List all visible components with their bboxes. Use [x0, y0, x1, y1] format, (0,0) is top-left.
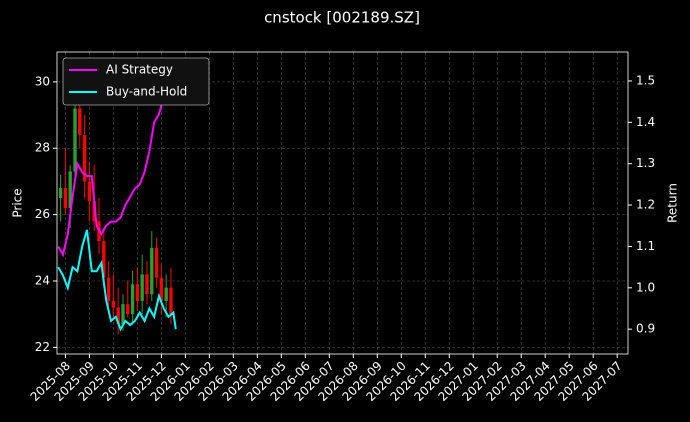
candle-body	[58, 188, 63, 199]
return-line	[57, 229, 177, 332]
candle-body	[121, 304, 125, 325]
candle-body	[150, 247, 154, 295]
y2-tick-label: 1.2	[636, 198, 655, 212]
y-tick-label: 30	[35, 74, 50, 88]
candle-body	[154, 247, 159, 278]
candle-body	[164, 287, 168, 301]
candle-body	[102, 241, 106, 278]
candle-body	[92, 201, 96, 222]
candle-body	[140, 274, 144, 301]
candle-body	[126, 304, 130, 315]
y-tick-label: 26	[35, 207, 50, 221]
y2-tick-label: 1.4	[636, 115, 655, 129]
candle-body	[111, 300, 116, 308]
legend-label: AI Strategy	[106, 63, 173, 77]
legend-box	[62, 57, 210, 106]
plot-frame	[56, 51, 629, 355]
y-tick-label: 24	[35, 273, 50, 287]
candle-body	[159, 277, 164, 301]
legend-label: Buy-and-Hold	[106, 85, 187, 99]
candle-body	[169, 287, 173, 315]
y-axis-label: Price	[11, 188, 25, 217]
candle-body	[135, 284, 140, 301]
candle-body	[82, 134, 87, 182]
candle-body	[68, 171, 72, 208]
y-tick-label: 28	[35, 141, 50, 155]
y2-tick-label: 1.0	[636, 280, 655, 294]
y2-axis-label: Return	[666, 183, 680, 223]
candle-body	[63, 188, 68, 208]
y-tick-label: 22	[35, 340, 50, 354]
candle-body	[73, 108, 77, 172]
return-line	[57, 63, 177, 258]
y2-tick-label: 1.1	[636, 239, 655, 253]
candle-body	[116, 307, 120, 325]
candle-body	[106, 277, 111, 301]
y2-tick-label: 1.5	[636, 73, 655, 87]
candle-body	[130, 284, 135, 315]
candle-body	[145, 274, 149, 295]
candle-body	[87, 181, 92, 202]
y2-tick-label: 0.9	[636, 322, 655, 336]
chart-title: cnstock [002189.SZ]	[264, 9, 420, 27]
y2-tick-label: 1.3	[636, 156, 655, 170]
candle-body	[78, 108, 82, 135]
